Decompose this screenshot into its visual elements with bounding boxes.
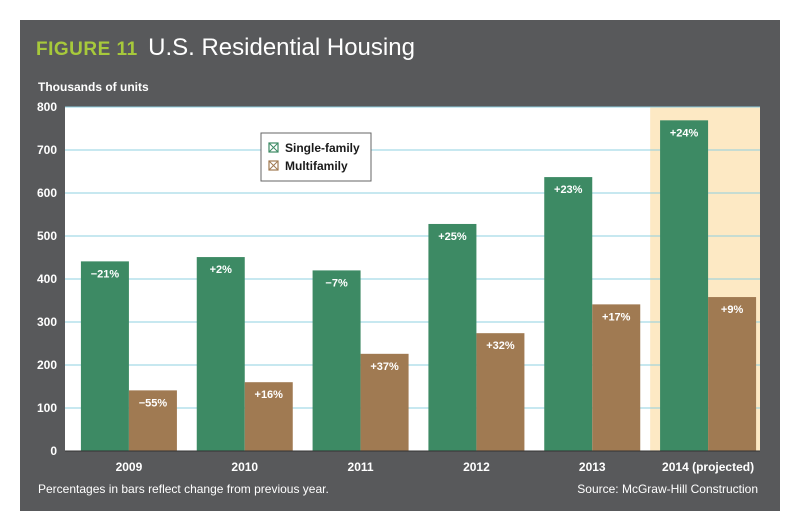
source-note: Source: McGraw-Hill Construction — [577, 482, 758, 496]
single-family-legend-swatch-mark — [268, 142, 279, 153]
multifamily-bar — [592, 304, 641, 451]
multifamily-data-label: +37% — [370, 361, 399, 373]
y-tick-label: 700 — [37, 143, 57, 157]
y-tick-label: 800 — [37, 100, 57, 114]
multifamily-bar — [360, 353, 409, 451]
y-tick-label: 0 — [50, 444, 57, 458]
single-family-data-label: +25% — [438, 231, 467, 243]
single-family-bar — [80, 261, 129, 451]
multifamily-legend-label: Multifamily — [285, 159, 348, 173]
multifamily-bar — [708, 297, 757, 451]
single-family-data-label: +24% — [670, 127, 699, 139]
single-family-bar — [544, 177, 593, 451]
y-tick-label: 100 — [37, 401, 57, 415]
title-row: FIGURE 11 U.S. Residential Housing — [36, 34, 415, 62]
single-family-legend-swatch — [268, 142, 279, 153]
single-family-bar — [312, 270, 361, 451]
x-tick-label: 2014 (projected) — [662, 460, 754, 474]
footnote: Percentages in bars reflect change from … — [38, 482, 329, 496]
multifamily-legend-swatch-mark — [268, 160, 279, 171]
multifamily-legend-swatch — [268, 160, 279, 171]
multifamily-bar — [476, 333, 525, 451]
multifamily-bar — [244, 382, 293, 451]
single-family-bar — [428, 223, 477, 451]
single-family-data-label: +2% — [210, 264, 233, 276]
y-tick-label: 600 — [37, 186, 57, 200]
multifamily-data-label: +17% — [602, 311, 631, 323]
single-family-data-label: −7% — [325, 277, 348, 289]
y-axis-label: Thousands of units — [38, 80, 149, 94]
figure-label: FIGURE 11 — [36, 39, 138, 60]
single-family-legend-label: Single-family — [285, 141, 360, 155]
x-tick-label: 2013 — [579, 460, 606, 474]
single-family-data-label: +23% — [554, 184, 583, 196]
chart-title: U.S. Residential Housing — [148, 34, 415, 61]
single-family-data-label: −21% — [91, 268, 120, 280]
multifamily-data-label: +32% — [486, 340, 515, 352]
figure-panel: FIGURE 11 U.S. Residential Housing Thous… — [20, 20, 780, 511]
y-tick-label: 400 — [37, 272, 57, 286]
x-tick-label: 2012 — [463, 460, 490, 474]
y-tick-label: 300 — [37, 315, 57, 329]
y-tick-label: 200 — [37, 358, 57, 372]
multifamily-data-label: −55% — [139, 397, 168, 409]
x-tick-label: 2010 — [231, 460, 258, 474]
multifamily-bar — [128, 390, 177, 451]
single-family-bar — [660, 120, 709, 451]
multifamily-data-label: +9% — [721, 304, 744, 316]
multifamily-data-label: +16% — [255, 389, 284, 401]
bar-chart: 0 100 200 300 400 500 600 700 800 −21% −55% 2009 +2%… — [37, 100, 760, 474]
legend-box — [260, 132, 372, 182]
y-tick-label: 500 — [37, 229, 57, 243]
single-family-bar — [196, 257, 245, 451]
x-tick-label: 2009 — [116, 460, 143, 474]
x-tick-label: 2011 — [348, 460, 374, 474]
